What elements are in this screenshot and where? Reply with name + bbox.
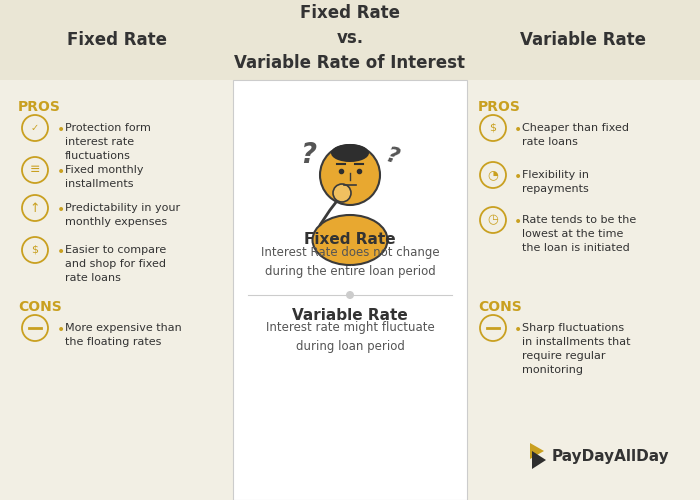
Text: •: •	[514, 170, 522, 184]
Circle shape	[22, 195, 48, 221]
Text: ✓: ✓	[31, 123, 39, 133]
FancyBboxPatch shape	[0, 80, 700, 500]
Circle shape	[320, 145, 380, 205]
Text: PayDayAllDay: PayDayAllDay	[552, 450, 670, 464]
Polygon shape	[532, 451, 546, 469]
Ellipse shape	[312, 215, 388, 265]
Text: $: $	[32, 245, 38, 255]
Text: Fixed Rate: Fixed Rate	[304, 232, 395, 248]
Text: ?: ?	[300, 141, 316, 169]
Text: CONS: CONS	[478, 300, 522, 314]
Text: Interest rate might fluctuate
during loan period: Interest rate might fluctuate during loa…	[265, 321, 435, 353]
Text: ↑: ↑	[29, 202, 41, 214]
Text: ?: ?	[383, 146, 401, 169]
Ellipse shape	[331, 144, 369, 162]
Text: CONS: CONS	[18, 300, 62, 314]
Circle shape	[22, 315, 48, 341]
Text: Variable Rate: Variable Rate	[520, 31, 646, 49]
Circle shape	[480, 207, 506, 233]
Text: •: •	[57, 203, 65, 217]
Text: Predictability in your
monthly expenses: Predictability in your monthly expenses	[65, 203, 180, 227]
Text: •: •	[57, 245, 65, 259]
Text: More expensive than
the floating rates: More expensive than the floating rates	[65, 323, 182, 347]
Circle shape	[480, 315, 506, 341]
Text: Interest Rate does not change
during the entire loan period: Interest Rate does not change during the…	[260, 246, 440, 278]
Text: •: •	[514, 215, 522, 229]
Text: ≡: ≡	[29, 164, 41, 176]
Text: ◔: ◔	[488, 168, 498, 181]
Circle shape	[480, 162, 506, 188]
FancyBboxPatch shape	[233, 80, 467, 500]
Circle shape	[333, 184, 351, 202]
Text: •: •	[514, 323, 522, 337]
FancyBboxPatch shape	[0, 0, 700, 80]
Text: •: •	[514, 123, 522, 137]
Text: ◷: ◷	[488, 214, 498, 226]
Text: Easier to compare
and shop for fixed
rate loans: Easier to compare and shop for fixed rat…	[65, 245, 167, 283]
Text: $: $	[489, 123, 496, 133]
Circle shape	[22, 115, 48, 141]
Text: Sharp fluctuations
in installments that
require regular
monitoring: Sharp fluctuations in installments that …	[522, 323, 631, 375]
Text: Fixed Rate: Fixed Rate	[67, 31, 167, 49]
Circle shape	[22, 157, 48, 183]
Text: Protection form
interest rate
fluctuations: Protection form interest rate fluctuatio…	[65, 123, 151, 161]
Text: Fixed Rate
vs.
Variable Rate of Interest: Fixed Rate vs. Variable Rate of Interest	[234, 4, 466, 72]
Circle shape	[480, 115, 506, 141]
Text: Rate tends to be the
lowest at the time
the loan is initiated: Rate tends to be the lowest at the time …	[522, 215, 636, 253]
Text: PROS: PROS	[18, 100, 61, 114]
Text: Flexibility in
repayments: Flexibility in repayments	[522, 170, 589, 194]
Text: •: •	[57, 165, 65, 179]
Circle shape	[22, 237, 48, 263]
Text: Variable Rate: Variable Rate	[292, 308, 408, 322]
Text: •: •	[57, 123, 65, 137]
Text: Cheaper than fixed
rate loans: Cheaper than fixed rate loans	[522, 123, 629, 147]
Polygon shape	[530, 443, 544, 459]
Circle shape	[346, 291, 354, 299]
Text: PROS: PROS	[478, 100, 521, 114]
Text: Fixed monthly
installments: Fixed monthly installments	[65, 165, 144, 189]
Text: •: •	[57, 323, 65, 337]
